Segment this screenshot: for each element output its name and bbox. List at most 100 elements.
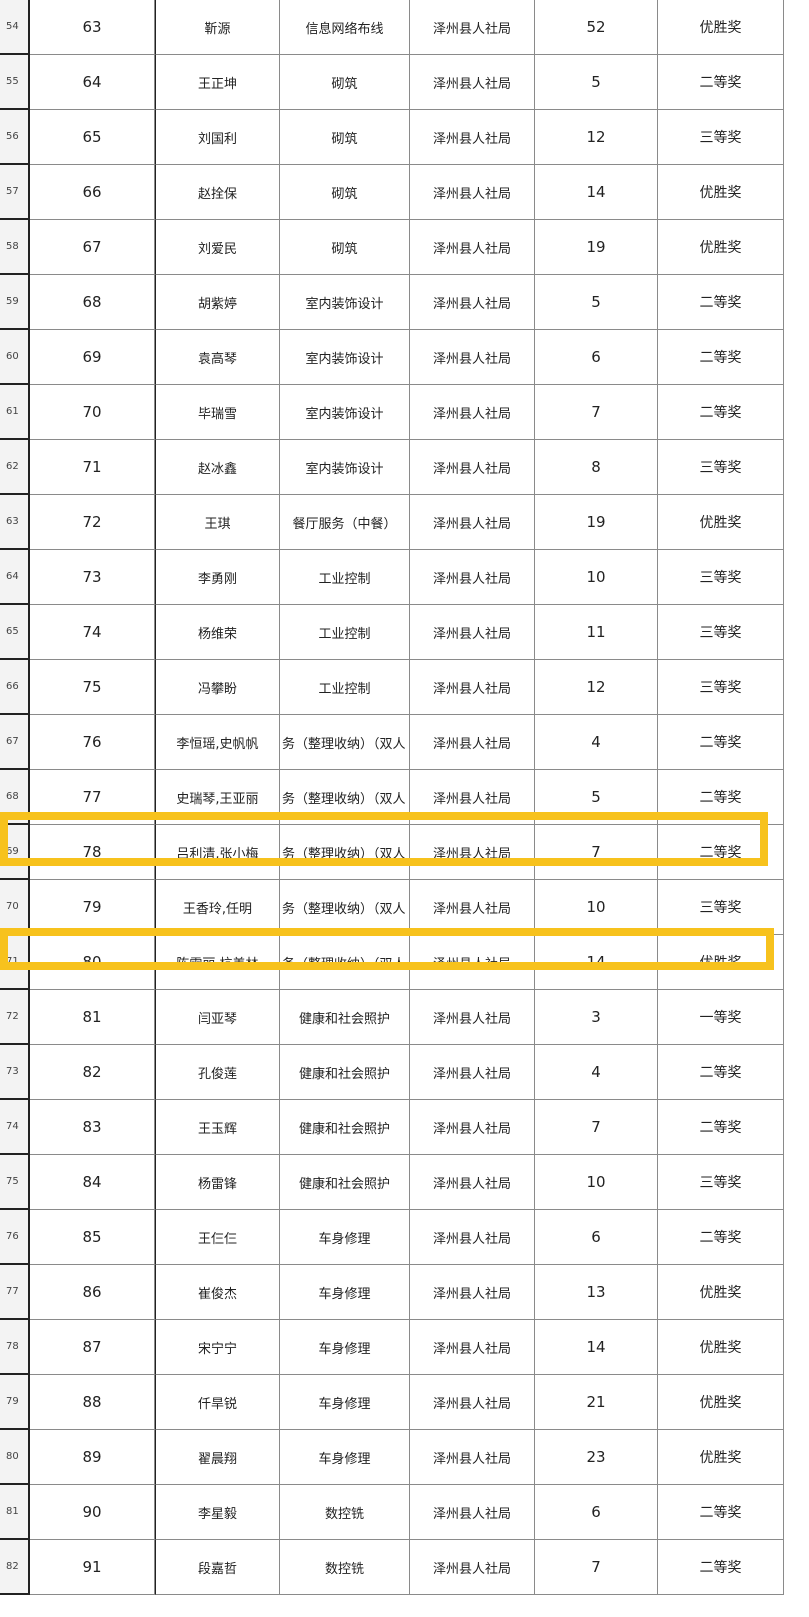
- name-cell[interactable]: 李勇刚: [155, 550, 280, 605]
- name-cell[interactable]: 陈雷丽,杭美林: [155, 935, 280, 990]
- project-cell[interactable]: 砌筑: [280, 220, 410, 275]
- rank-cell[interactable]: 14: [535, 935, 658, 990]
- sequence-cell[interactable]: 79: [30, 880, 155, 935]
- row-header[interactable]: 74: [0, 1100, 30, 1155]
- project-cell[interactable]: 室内装饰设计: [280, 440, 410, 495]
- sequence-cell[interactable]: 72: [30, 495, 155, 550]
- project-cell[interactable]: 车身修理: [280, 1430, 410, 1485]
- sequence-cell[interactable]: 64: [30, 55, 155, 110]
- rank-cell[interactable]: 10: [535, 880, 658, 935]
- sequence-cell[interactable]: 74: [30, 605, 155, 660]
- row-header[interactable]: 61: [0, 385, 30, 440]
- rank-cell[interactable]: 4: [535, 1045, 658, 1100]
- name-cell[interactable]: 李星毅: [155, 1485, 280, 1540]
- project-cell[interactable]: 车身修理: [280, 1210, 410, 1265]
- rank-cell[interactable]: 52: [535, 0, 658, 55]
- row-header[interactable]: 56: [0, 110, 30, 165]
- name-cell[interactable]: 赵拴保: [155, 165, 280, 220]
- award-cell[interactable]: 二等奖: [658, 1485, 784, 1540]
- rank-cell[interactable]: 14: [535, 165, 658, 220]
- rank-cell[interactable]: 7: [535, 1100, 658, 1155]
- unit-cell[interactable]: 泽州县人社局: [410, 1320, 535, 1375]
- rank-cell[interactable]: 6: [535, 330, 658, 385]
- name-cell[interactable]: 靳源: [155, 0, 280, 55]
- name-cell[interactable]: 段嘉哲: [155, 1540, 280, 1595]
- name-cell[interactable]: 宋宁宁: [155, 1320, 280, 1375]
- sequence-cell[interactable]: 66: [30, 165, 155, 220]
- unit-cell[interactable]: 泽州县人社局: [410, 880, 535, 935]
- sequence-cell[interactable]: 85: [30, 1210, 155, 1265]
- name-cell[interactable]: 冯攀盼: [155, 660, 280, 715]
- row-header[interactable]: 77: [0, 1265, 30, 1320]
- unit-cell[interactable]: 泽州县人社局: [410, 935, 535, 990]
- project-cell[interactable]: 工业控制: [280, 660, 410, 715]
- award-cell[interactable]: 优胜奖: [658, 935, 784, 990]
- award-cell[interactable]: 二等奖: [658, 715, 784, 770]
- sequence-cell[interactable]: 89: [30, 1430, 155, 1485]
- unit-cell[interactable]: 泽州县人社局: [410, 605, 535, 660]
- row-header[interactable]: 82: [0, 1540, 30, 1595]
- row-header[interactable]: 60: [0, 330, 30, 385]
- unit-cell[interactable]: 泽州县人社局: [410, 220, 535, 275]
- award-cell[interactable]: 二等奖: [658, 385, 784, 440]
- unit-cell[interactable]: 泽州县人社局: [410, 1210, 535, 1265]
- sequence-cell[interactable]: 82: [30, 1045, 155, 1100]
- rank-cell[interactable]: 19: [535, 495, 658, 550]
- rank-cell[interactable]: 5: [535, 275, 658, 330]
- award-cell[interactable]: 一等奖: [658, 990, 784, 1045]
- rank-cell[interactable]: 3: [535, 990, 658, 1045]
- rank-cell[interactable]: 8: [535, 440, 658, 495]
- award-cell[interactable]: 三等奖: [658, 880, 784, 935]
- project-cell[interactable]: 车身修理: [280, 1320, 410, 1375]
- rank-cell[interactable]: 14: [535, 1320, 658, 1375]
- sequence-cell[interactable]: 76: [30, 715, 155, 770]
- row-header[interactable]: 68: [0, 770, 30, 825]
- sequence-cell[interactable]: 69: [30, 330, 155, 385]
- rank-cell[interactable]: 4: [535, 715, 658, 770]
- award-cell[interactable]: 优胜奖: [658, 1320, 784, 1375]
- project-cell[interactable]: 车身修理: [280, 1265, 410, 1320]
- sequence-cell[interactable]: 68: [30, 275, 155, 330]
- sequence-cell[interactable]: 73: [30, 550, 155, 605]
- sequence-cell[interactable]: 87: [30, 1320, 155, 1375]
- unit-cell[interactable]: 泽州县人社局: [410, 0, 535, 55]
- project-cell[interactable]: 数控铣: [280, 1485, 410, 1540]
- award-cell[interactable]: 二等奖: [658, 770, 784, 825]
- award-cell[interactable]: 三等奖: [658, 660, 784, 715]
- rank-cell[interactable]: 7: [535, 1540, 658, 1595]
- name-cell[interactable]: 赵冰鑫: [155, 440, 280, 495]
- unit-cell[interactable]: 泽州县人社局: [410, 330, 535, 385]
- award-cell[interactable]: 二等奖: [658, 330, 784, 385]
- award-cell[interactable]: 二等奖: [658, 1045, 784, 1100]
- row-header[interactable]: 67: [0, 715, 30, 770]
- project-cell[interactable]: 务（整理收纳）（双人: [280, 880, 410, 935]
- unit-cell[interactable]: 泽州县人社局: [410, 1485, 535, 1540]
- project-cell[interactable]: 工业控制: [280, 605, 410, 660]
- sequence-cell[interactable]: 81: [30, 990, 155, 1045]
- project-cell[interactable]: 餐厅服务（中餐）: [280, 495, 410, 550]
- rank-cell[interactable]: 6: [535, 1210, 658, 1265]
- unit-cell[interactable]: 泽州县人社局: [410, 275, 535, 330]
- name-cell[interactable]: 袁高琴: [155, 330, 280, 385]
- row-header[interactable]: 75: [0, 1155, 30, 1210]
- award-cell[interactable]: 三等奖: [658, 1155, 784, 1210]
- unit-cell[interactable]: 泽州县人社局: [410, 1375, 535, 1430]
- project-cell[interactable]: 健康和社会照护: [280, 1155, 410, 1210]
- sequence-cell[interactable]: 91: [30, 1540, 155, 1595]
- row-header[interactable]: 76: [0, 1210, 30, 1265]
- unit-cell[interactable]: 泽州县人社局: [410, 165, 535, 220]
- award-cell[interactable]: 三等奖: [658, 550, 784, 605]
- sequence-cell[interactable]: 84: [30, 1155, 155, 1210]
- sequence-cell[interactable]: 75: [30, 660, 155, 715]
- rank-cell[interactable]: 6: [535, 1485, 658, 1540]
- unit-cell[interactable]: 泽州县人社局: [410, 1540, 535, 1595]
- project-cell[interactable]: 务（整理收纳）（双人: [280, 770, 410, 825]
- sequence-cell[interactable]: 71: [30, 440, 155, 495]
- project-cell[interactable]: 砌筑: [280, 165, 410, 220]
- row-header[interactable]: 78: [0, 1320, 30, 1375]
- rank-cell[interactable]: 19: [535, 220, 658, 275]
- unit-cell[interactable]: 泽州县人社局: [410, 1100, 535, 1155]
- rank-cell[interactable]: 10: [535, 550, 658, 605]
- name-cell[interactable]: 刘国利: [155, 110, 280, 165]
- row-header[interactable]: 81: [0, 1485, 30, 1540]
